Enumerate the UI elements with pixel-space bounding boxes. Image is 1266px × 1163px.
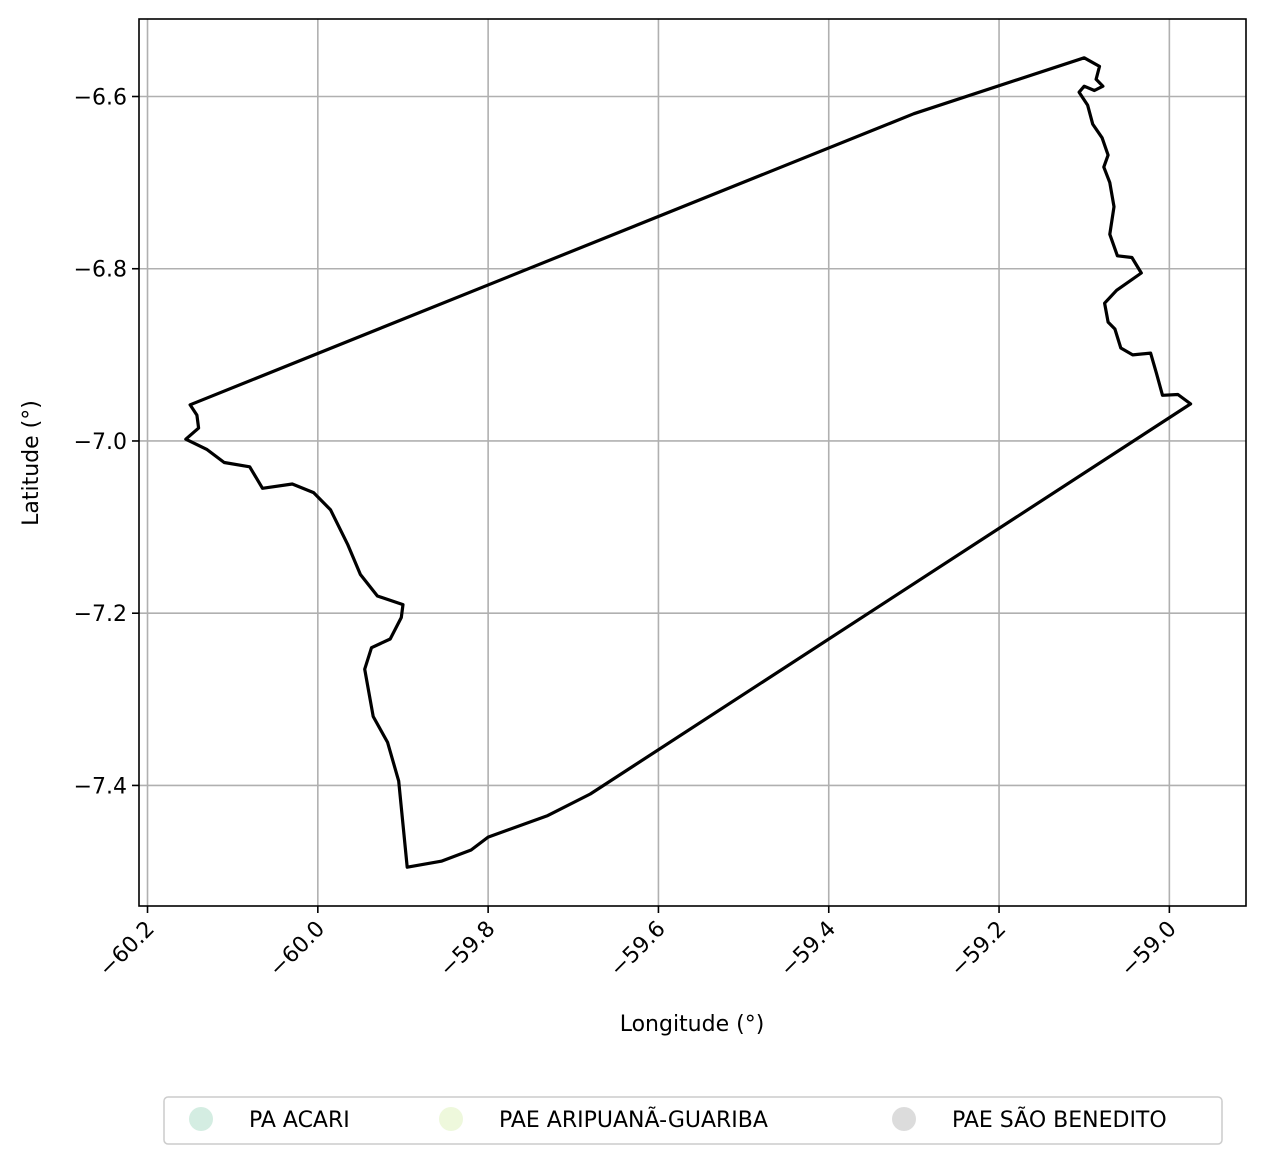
y-tick-label: −7.0 [74,430,127,455]
y-axis-label: Latitude (°) [19,400,44,526]
y-tick-label: −6.8 [74,258,127,283]
legend-marker-pae-aripuana-guariba [439,1107,463,1131]
y-tick-label: −6.6 [74,86,127,111]
grid-lines [139,19,1246,906]
legend-label-pa-acari: PA ACARI [249,1108,350,1133]
legend-marker-pae-sao-benedito [892,1107,916,1131]
legend-label-pae-aripuana-guariba: PAE ARIPUANÃ-GUARIBA [499,1106,768,1133]
legend: PA ACARI PAE ARIPUANÃ-GUARIBA PAE SÃO BE… [163,1096,1223,1145]
x-axis-label: Longitude (°) [620,1012,765,1037]
plot-frame [138,18,1247,907]
boundary-outline [184,56,1193,869]
legend-marker-pa-acari [189,1107,213,1131]
y-tick-label: −7.4 [74,774,127,799]
y-tick-label: −7.2 [74,602,127,627]
legend-label-pae-sao-benedito: PAE SÃO BENEDITO [952,1106,1167,1133]
legend-frame [163,1096,1223,1145]
